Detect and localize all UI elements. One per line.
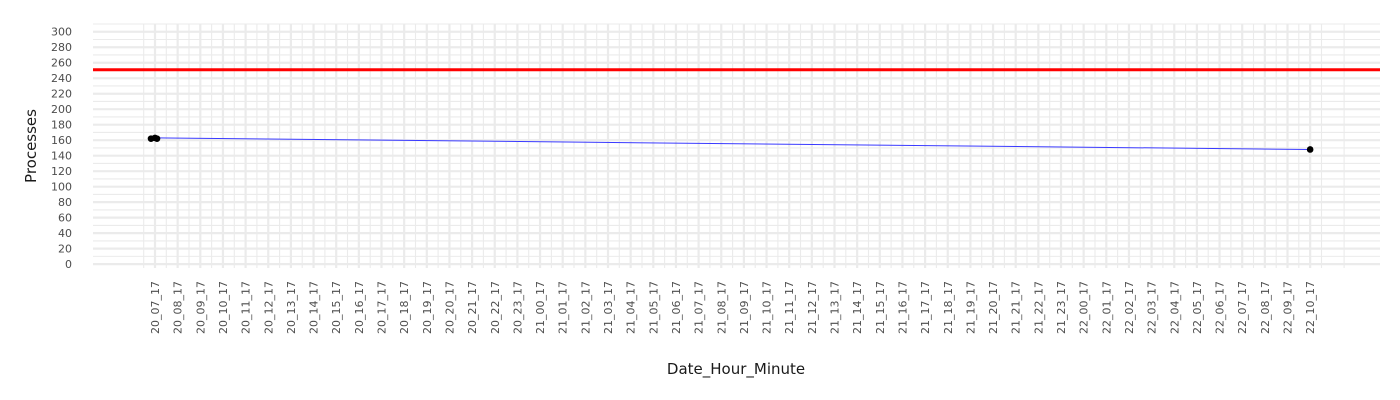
x-tick-label: 20_07_17 [149, 281, 162, 334]
x-tick-label: 21_18_17 [942, 281, 955, 334]
x-tick-label: 22_00_17 [1078, 281, 1091, 334]
y-axis-title: Processes [22, 109, 40, 183]
x-tick-label: 21_19_17 [964, 281, 977, 334]
x-tick-label: 20_15_17 [330, 281, 343, 334]
x-tick-label: 21_17_17 [919, 281, 932, 334]
y-tick-label: 0 [65, 258, 72, 271]
x-tick-label: 21_04_17 [625, 281, 638, 334]
x-tick-label: 22_04_17 [1168, 281, 1181, 334]
x-tick-label: 21_13_17 [829, 281, 842, 334]
x-tick-label: 21_01_17 [557, 281, 570, 334]
y-tick-label: 120 [51, 165, 72, 178]
y-tick-label: 300 [51, 26, 72, 39]
x-tick-label: 22_03_17 [1146, 281, 1159, 334]
x-tick-label: 21_14_17 [851, 281, 864, 334]
y-axis-tick-labels: 0 20 40 60 80 100 120 140 160 180 200 220 240 260 280 3… [51, 26, 72, 271]
x-tick-label: 21_22_17 [1032, 281, 1045, 334]
x-tick-label: 22_06_17 [1214, 281, 1227, 334]
x-tick-label: 21_02_17 [579, 281, 592, 334]
y-tick-label: 140 [51, 150, 72, 163]
x-tick-label: 21_20_17 [987, 281, 1000, 334]
x-tick-label: 21_10_17 [761, 281, 774, 334]
y-tick-label: 160 [51, 134, 72, 147]
major-gridlines [93, 24, 1380, 268]
x-tick-label: 21_15_17 [874, 281, 887, 334]
x-tick-label: 22_05_17 [1191, 281, 1204, 334]
plot-panel-background [93, 24, 1380, 268]
x-tick-label: 20_23_17 [511, 281, 524, 334]
y-tick-label: 60 [58, 212, 72, 225]
x-tick-label: 20_08_17 [172, 281, 185, 334]
x-tick-label: 20_16_17 [353, 281, 366, 334]
x-tick-label: 21_08_17 [715, 281, 728, 334]
x-tick-label: 20_12_17 [262, 281, 275, 334]
y-tick-label: 40 [58, 227, 72, 240]
x-tick-label: 21_06_17 [670, 281, 683, 334]
y-tick-label: 240 [51, 72, 72, 85]
x-tick-label: 21_16_17 [896, 281, 909, 334]
x-tick-label: 22_07_17 [1236, 281, 1249, 334]
y-tick-label: 180 [51, 119, 72, 132]
x-tick-label: 21_21_17 [1010, 281, 1023, 334]
x-tick-label: 21_11_17 [783, 281, 796, 334]
x-tick-label: 21_03_17 [602, 281, 615, 334]
x-tick-label: 22_02_17 [1123, 281, 1136, 334]
y-tick-label: 260 [51, 57, 72, 70]
x-tick-label: 21_07_17 [693, 281, 706, 334]
x-tick-label: 20_19_17 [421, 281, 434, 334]
x-tick-label: 21_12_17 [806, 281, 819, 334]
x-tick-label: 20_20_17 [443, 281, 456, 334]
data-point [1306, 146, 1314, 153]
y-tick-label: 200 [51, 103, 72, 116]
x-tick-label: 21_00_17 [534, 281, 547, 334]
x-tick-label: 20_10_17 [217, 281, 230, 334]
y-tick-label: 220 [51, 88, 72, 101]
y-tick-label: 80 [58, 196, 72, 209]
y-tick-label: 20 [58, 243, 72, 256]
x-tick-label: 20_09_17 [194, 281, 207, 334]
x-tick-label: 22_08_17 [1259, 281, 1272, 334]
x-tick-label: 20_17_17 [376, 281, 389, 334]
x-tick-label: 20_14_17 [308, 281, 321, 334]
series-layer [147, 134, 1314, 153]
x-axis-title: Date_Hour_Minute [667, 360, 805, 379]
x-tick-label: 22_09_17 [1282, 281, 1295, 334]
x-tick-label: 22_01_17 [1100, 281, 1113, 334]
x-tick-label: 21_23_17 [1055, 281, 1068, 334]
x-axis-tick-labels: 20_07_17 20_08_17 20_09_17 20_10_17 20_11_17… [149, 281, 1317, 334]
x-tick-label: 20_11_17 [240, 281, 253, 334]
x-tick-label: 20_21_17 [466, 281, 479, 334]
x-tick-label: 22_10_17 [1304, 281, 1317, 334]
x-tick-label: 20_13_17 [285, 281, 298, 334]
x-tick-label: 21_09_17 [738, 281, 751, 334]
x-tick-label: 21_05_17 [647, 281, 660, 334]
y-tick-label: 280 [51, 41, 72, 54]
x-tick-label: 20_18_17 [398, 281, 411, 334]
x-tick-label: 20_22_17 [489, 281, 502, 334]
data-point [153, 135, 161, 142]
series-line [154, 137, 1311, 150]
y-tick-label: 100 [51, 181, 72, 194]
